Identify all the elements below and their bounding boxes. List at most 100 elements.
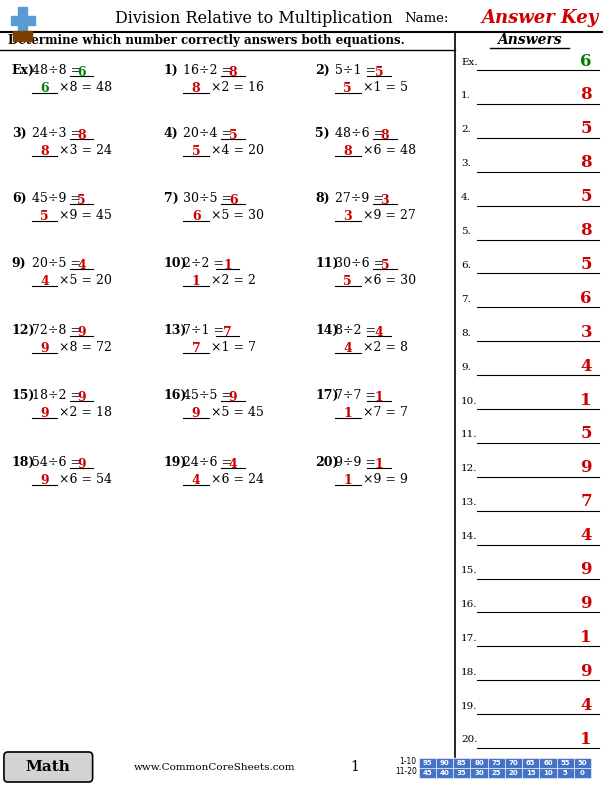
Text: 7÷1 =: 7÷1 = <box>183 324 228 337</box>
Bar <box>453 758 471 768</box>
Text: ×6 = 48: ×6 = 48 <box>362 144 416 157</box>
Text: 11): 11) <box>315 257 339 270</box>
Text: 75: 75 <box>491 760 501 766</box>
Text: 4: 4 <box>580 697 592 714</box>
Text: 5: 5 <box>563 770 568 776</box>
Text: 9: 9 <box>40 474 48 487</box>
Text: 16.: 16. <box>461 600 477 609</box>
Bar <box>471 758 488 768</box>
Text: 9: 9 <box>77 391 86 404</box>
Text: 55: 55 <box>561 760 570 766</box>
Bar <box>574 758 591 768</box>
Text: Ex): Ex) <box>12 64 35 77</box>
Bar <box>557 768 574 778</box>
Text: 5.: 5. <box>461 227 471 236</box>
Bar <box>436 768 453 778</box>
Text: 11.: 11. <box>461 430 477 440</box>
Text: 15): 15) <box>12 389 35 402</box>
Bar <box>522 758 539 768</box>
Text: 11-20: 11-20 <box>395 767 417 776</box>
Text: ×6 = 54: ×6 = 54 <box>59 473 112 486</box>
Text: 3: 3 <box>580 324 592 341</box>
Text: 6: 6 <box>580 290 592 307</box>
Text: 4): 4) <box>163 127 178 140</box>
Text: 50: 50 <box>578 760 588 766</box>
Text: ×8 = 48: ×8 = 48 <box>59 81 112 94</box>
Text: 45: 45 <box>422 770 432 776</box>
Text: 6: 6 <box>192 210 200 223</box>
Text: 4: 4 <box>343 342 352 355</box>
Text: 8: 8 <box>40 145 48 158</box>
Text: 8: 8 <box>580 222 592 239</box>
Bar <box>419 758 436 768</box>
Text: 8: 8 <box>343 145 352 158</box>
Text: 2.: 2. <box>461 125 471 135</box>
Text: 24÷3 =: 24÷3 = <box>32 127 84 140</box>
Bar <box>11 16 35 25</box>
Bar <box>488 768 505 778</box>
Text: ×2 = 2: ×2 = 2 <box>211 274 256 287</box>
Text: 85: 85 <box>457 760 466 766</box>
Text: ×9 = 9: ×9 = 9 <box>362 473 408 486</box>
Text: 20÷4 =: 20÷4 = <box>183 127 236 140</box>
Text: ×7 = 7: ×7 = 7 <box>362 406 408 419</box>
Text: 5: 5 <box>192 145 200 158</box>
Bar <box>505 758 522 768</box>
Text: 20: 20 <box>509 770 518 776</box>
Text: 9): 9) <box>12 257 26 270</box>
Text: 40: 40 <box>439 770 450 776</box>
Text: 4: 4 <box>192 474 201 487</box>
FancyBboxPatch shape <box>4 752 92 782</box>
Text: 6.: 6. <box>461 261 471 270</box>
Text: 1: 1 <box>580 730 592 748</box>
Text: ×9 = 45: ×9 = 45 <box>59 209 112 222</box>
Bar <box>13 31 32 41</box>
Text: 6: 6 <box>40 82 48 95</box>
Text: 7.: 7. <box>461 295 471 304</box>
Text: ×2 = 18: ×2 = 18 <box>59 406 112 419</box>
Text: 9: 9 <box>77 458 86 471</box>
Text: 9: 9 <box>580 459 592 476</box>
Text: 1-10: 1-10 <box>400 757 417 767</box>
Text: 5÷1 =: 5÷1 = <box>335 64 380 77</box>
Text: 1: 1 <box>350 760 359 774</box>
Text: 4: 4 <box>77 259 86 272</box>
Text: ×5 = 20: ×5 = 20 <box>59 274 112 287</box>
Text: 5: 5 <box>580 120 592 137</box>
Text: 65: 65 <box>526 760 536 766</box>
Text: 30: 30 <box>474 770 484 776</box>
Text: 7): 7) <box>163 192 178 205</box>
Text: 45÷9 =: 45÷9 = <box>32 192 84 205</box>
Text: 17): 17) <box>315 389 339 402</box>
Text: 8: 8 <box>229 66 237 79</box>
Text: 9: 9 <box>192 407 200 420</box>
Text: 20÷5 =: 20÷5 = <box>32 257 84 270</box>
Text: 1: 1 <box>580 391 592 409</box>
Text: 2÷2 =: 2÷2 = <box>183 257 228 270</box>
Text: 19.: 19. <box>461 702 477 710</box>
Text: Ex.: Ex. <box>461 58 478 67</box>
Bar <box>436 758 453 768</box>
Bar <box>18 7 26 33</box>
Text: 5: 5 <box>580 256 592 273</box>
Text: 1: 1 <box>580 629 592 645</box>
Text: 13): 13) <box>163 324 187 337</box>
Text: 12): 12) <box>12 324 35 337</box>
Text: 5: 5 <box>375 66 384 79</box>
Text: 30÷6 =: 30÷6 = <box>335 257 388 270</box>
Text: 9.: 9. <box>461 363 471 371</box>
Bar <box>453 768 471 778</box>
Text: Determine which number correctly answers both equations.: Determine which number correctly answers… <box>8 33 405 47</box>
Text: 9: 9 <box>229 391 237 404</box>
Text: 80: 80 <box>474 760 484 766</box>
Text: 15: 15 <box>526 770 536 776</box>
Text: 10): 10) <box>163 257 187 270</box>
Text: 18÷2 =: 18÷2 = <box>32 389 84 402</box>
Text: 8): 8) <box>315 192 330 205</box>
Text: 16): 16) <box>163 389 187 402</box>
Bar <box>539 758 557 768</box>
Text: www.CommonCoreSheets.com: www.CommonCoreSheets.com <box>134 763 296 771</box>
Text: Answer Key: Answer Key <box>481 9 599 27</box>
Text: 8: 8 <box>192 82 200 95</box>
Text: Division Relative to Multiplication: Division Relative to Multiplication <box>115 10 393 26</box>
